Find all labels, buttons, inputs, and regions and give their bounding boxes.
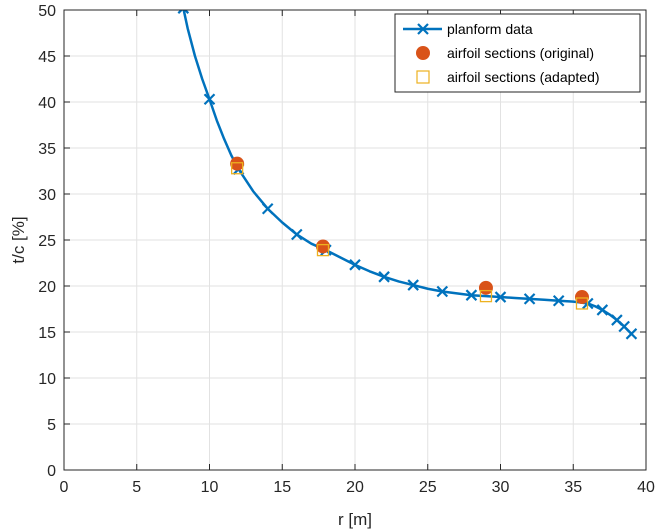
airfoil-adapted-point [479, 289, 493, 303]
legend-marker-circle [416, 46, 430, 60]
airfoil-original-point [574, 290, 589, 305]
y-tick-label: 15 [38, 325, 56, 342]
planform-data-point [523, 293, 536, 305]
y-tick-label: 50 [38, 3, 56, 20]
series-layer [177, 10, 638, 340]
legend-label-planform: planform data [447, 21, 533, 37]
series-clip-group [177, 10, 638, 340]
planform-data-point [494, 291, 507, 303]
legend-marker-x [417, 23, 429, 35]
y-tick-label: 40 [38, 95, 56, 112]
planform-data-point [407, 279, 419, 291]
planform-data-point [261, 202, 274, 215]
x-tick-label: 35 [564, 479, 582, 496]
airfoil-original-point [230, 156, 245, 171]
y-tick-label: 35 [38, 141, 56, 158]
airfoil-adapted-point [316, 243, 330, 257]
x-tick-label: 10 [201, 479, 219, 496]
x-tick-label: 30 [492, 479, 510, 496]
planform-data-point [203, 93, 216, 106]
legend: planform data airfoil sections (original… [394, 13, 641, 93]
legend-box [394, 13, 641, 93]
y-tick-label: 30 [38, 187, 56, 204]
legend-label-adapted: airfoil sections (adapted) [447, 69, 600, 85]
planform-data-point [436, 285, 449, 298]
x-tick-label: 15 [273, 479, 291, 496]
y-axis-label: t/c [%] [9, 216, 28, 263]
x-tick-label: 40 [637, 479, 655, 496]
airfoil-original-point [478, 280, 493, 295]
planform-data-point [465, 289, 478, 301]
planform-data-point [349, 259, 361, 271]
planform-data-point [625, 328, 638, 340]
airfoil-adapted-point [575, 297, 589, 310]
planform-data-point [291, 228, 303, 241]
legend-marker-square [416, 70, 430, 84]
y-tick-label: 20 [38, 279, 56, 296]
x-tick-label: 20 [346, 479, 364, 496]
airfoil-original-point [315, 239, 330, 254]
y-tick-label: 0 [47, 463, 56, 480]
x-axis-label: r [m] [338, 510, 372, 529]
y-tick-label: 25 [38, 233, 56, 250]
x-tick-label: 0 [60, 479, 69, 496]
y-tick-label: 10 [38, 371, 56, 388]
y-tick-label: 45 [38, 49, 56, 66]
planform-data-point [596, 304, 609, 316]
axis-ticks [63, 9, 647, 471]
airfoil-adapted-point [230, 162, 244, 175]
x-tick-label: 5 [132, 479, 141, 496]
x-tick-label: 25 [419, 479, 437, 496]
y-tick-label: 5 [47, 417, 56, 434]
planform-data-point [552, 294, 565, 307]
planform-data-point [177, 10, 190, 14]
tick-labels: 0 5 10 15 20 25 30 35 40 0 5 10 15 20 25 30 35 40 45 50 [38, 3, 655, 496]
legend-label-original: airfoil sections (original) [447, 45, 594, 61]
planform-data-point [378, 271, 390, 283]
